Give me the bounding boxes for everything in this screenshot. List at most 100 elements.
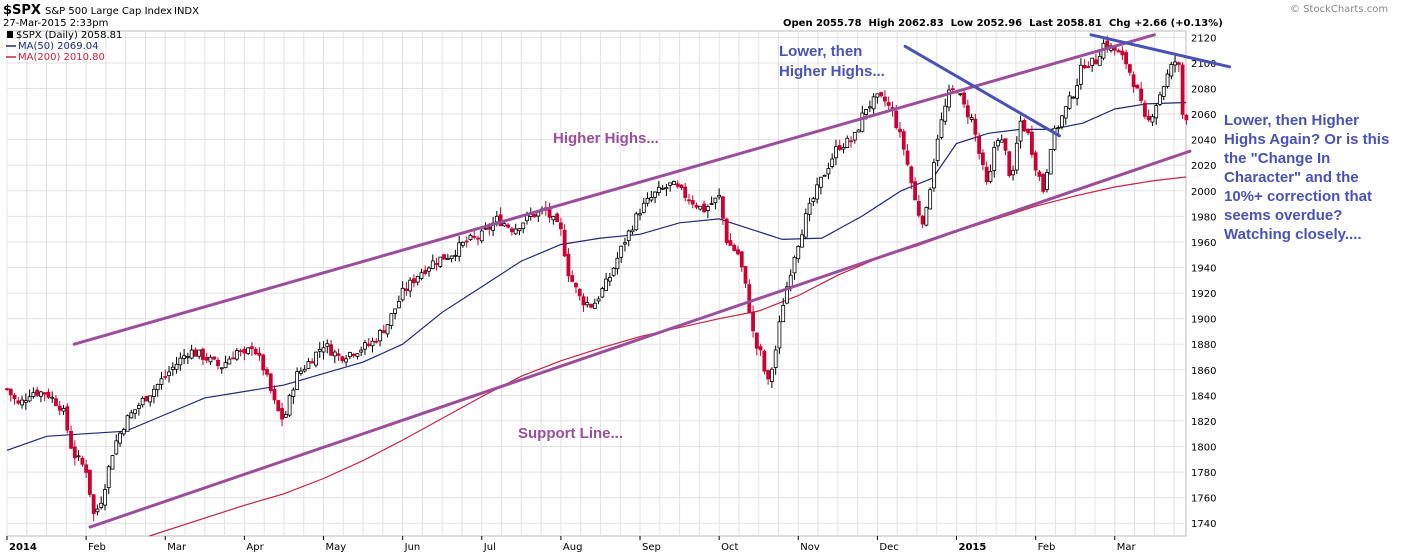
candle-body (932, 162, 936, 189)
candle-body (1007, 151, 1012, 176)
candle-body (287, 395, 292, 416)
candle-body (577, 289, 582, 297)
x-tick-label: Nov (800, 542, 820, 553)
candle-body (777, 321, 782, 349)
candle-body (299, 370, 303, 374)
candle-body (687, 199, 691, 202)
candle-body (1060, 115, 1064, 128)
candle-body (581, 296, 586, 306)
candle-body (261, 354, 266, 371)
y-tick-label: 1820 (1191, 417, 1216, 428)
candle-body (958, 93, 963, 96)
ma50-line (6, 101, 1187, 451)
candle-body (1056, 127, 1061, 130)
candle-body (769, 368, 774, 382)
candle-body (788, 274, 793, 287)
candle-body (785, 286, 789, 304)
candle-body (675, 183, 680, 187)
y-tick-label: 1900 (1191, 315, 1216, 326)
candle-body (16, 400, 21, 404)
candle-body (660, 187, 665, 190)
candle-body (928, 189, 933, 210)
y-tick-label: 1960 (1191, 238, 1216, 249)
candle-body (1158, 94, 1162, 105)
x-tick-label: Feb (1038, 542, 1056, 553)
candle-body (845, 137, 850, 148)
candle-body (472, 235, 477, 238)
candle-body (35, 389, 40, 396)
candle-body (818, 176, 823, 188)
candle-body (351, 353, 356, 356)
y-tick-label: 2120 (1191, 33, 1216, 44)
candle-body (965, 105, 970, 118)
candle-body (178, 357, 183, 366)
candle-body (796, 245, 801, 260)
candle-body (208, 356, 213, 363)
candle-body (144, 396, 149, 402)
candle-body (1127, 64, 1132, 73)
candle-body (1018, 120, 1023, 142)
candle-body (347, 352, 352, 357)
candle-body (385, 324, 390, 335)
candle-body (830, 158, 835, 167)
y-tick-label: 2040 (1191, 136, 1216, 147)
candle-body (234, 350, 239, 360)
candle-body (1067, 95, 1072, 109)
x-tick-label: May (326, 542, 347, 553)
candle-body (645, 198, 650, 204)
candle-body (679, 184, 684, 189)
candle-body (400, 287, 405, 301)
trendline-short-downtrend (903, 44, 1061, 138)
trendline-support (88, 149, 1192, 529)
candle-body (65, 406, 70, 431)
candle-body (412, 278, 416, 284)
candle-body (623, 242, 627, 245)
candle-body (694, 205, 699, 208)
candle-body (114, 440, 119, 455)
y-tick-label: 1980 (1191, 212, 1216, 223)
candle-body (442, 254, 446, 260)
candle-body (604, 278, 609, 291)
candle-body (1161, 86, 1166, 97)
candle-body (596, 298, 601, 302)
candle-body (84, 464, 89, 473)
quote-line: Open 2055.78 High 2062.83 Low 2052.96 La… (783, 18, 1223, 29)
candle-body (389, 313, 394, 326)
candle-body (916, 201, 921, 216)
candle-body (453, 254, 458, 257)
candle-body (1176, 62, 1181, 65)
candle-body (905, 150, 910, 165)
y-axis: 1740 1760 1780 1800 1820 1840 1860 1880 1900 1920… (1191, 33, 1216, 530)
candle-body (321, 347, 326, 353)
candle-body (690, 200, 695, 205)
candle-body (732, 244, 737, 251)
legend-ma200: MA(200) 2010.80 (18, 52, 105, 63)
candle-body (879, 92, 884, 97)
candle-body (743, 266, 748, 284)
candle-body (860, 112, 865, 132)
candle-body (502, 223, 507, 227)
candle-body (705, 206, 710, 211)
candle-body (427, 267, 431, 272)
candle-body (42, 392, 47, 395)
candle-body (438, 256, 443, 267)
candle-body (754, 332, 759, 349)
candle-body (212, 356, 217, 360)
candle-body (185, 355, 190, 358)
candle-body (1078, 64, 1083, 85)
candle-body (837, 145, 842, 150)
x-tick-label: Feb (88, 542, 106, 553)
candle-body (555, 213, 560, 223)
candle-body (894, 110, 899, 128)
candle-body (585, 302, 590, 306)
candle-body (1075, 85, 1080, 99)
candle-body (106, 466, 111, 489)
candle-body (672, 180, 676, 185)
candle-body (479, 230, 484, 242)
candle-body (1124, 52, 1128, 65)
candle-body (1052, 127, 1057, 150)
candle-body (649, 197, 654, 201)
candle-body (977, 135, 982, 154)
candle-body (1026, 128, 1031, 134)
candle-body (600, 288, 605, 298)
